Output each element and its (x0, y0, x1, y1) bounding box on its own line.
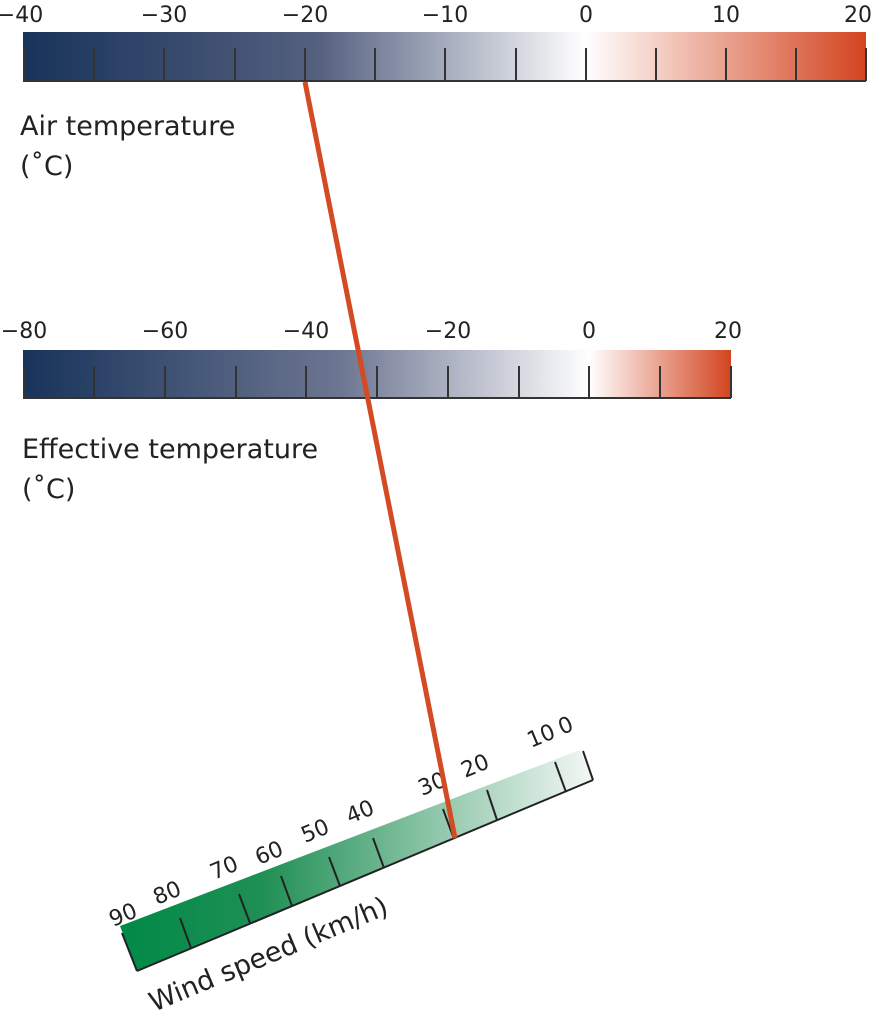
tick-label: −80 (1, 319, 47, 344)
tick-label: −10 (422, 3, 468, 28)
effective-temperature-title: Effective temperature (22, 434, 318, 465)
effective-temperature-tick-labels: −80 −60 −40 −20 0 20 (1, 319, 742, 344)
tick-label: 0 (579, 3, 593, 28)
wind-speed-axis: 90 80 70 60 50 40 30 20 10 0 Wind speed … (106, 712, 594, 1018)
wind-speed-left-edge (121, 932, 138, 972)
tick-label: −30 (141, 3, 187, 28)
tick-label: 10 (524, 720, 559, 754)
tick-label: −20 (425, 319, 471, 344)
effective-temperature-axis: −80 −60 −40 −20 0 20 Effective temperatu… (1, 319, 742, 505)
effective-temperature-ticks (23, 366, 732, 398)
tick-label: 0 (555, 712, 578, 740)
wind-speed-gradient-bar (120, 750, 593, 971)
air-temperature-tick-labels: −40 −30 −20 −10 0 10 20 (0, 3, 872, 28)
tick-label: −20 (282, 3, 328, 28)
tick-label: −60 (142, 319, 188, 344)
air-temperature-axis: −40 −30 −20 −10 0 10 20 Air temperature … (0, 3, 872, 182)
reading-line (302, 81, 458, 839)
tick-label: −40 (283, 319, 329, 344)
wind-speed-ticks (179, 750, 594, 949)
tick-label: 20 (714, 319, 742, 344)
air-temperature-title: Air temperature (20, 111, 235, 142)
tick-label: 0 (582, 319, 596, 344)
air-temperature-ticks (23, 48, 867, 81)
tick-label: −40 (0, 3, 43, 28)
air-temperature-unit: (˚C) (20, 151, 73, 182)
effective-temperature-unit: (˚C) (22, 474, 75, 505)
tick-label: 10 (712, 3, 740, 28)
tick-label: 40 (343, 796, 378, 830)
tick-label: 50 (298, 815, 333, 849)
wind-speed-baseline (136, 779, 594, 972)
tick-label: 20 (458, 750, 493, 784)
wind-speed-tick-labels: 90 80 70 60 50 40 30 20 10 0 (106, 712, 578, 932)
tick-label: 70 (207, 852, 242, 886)
tick-label: 20 (844, 3, 872, 28)
